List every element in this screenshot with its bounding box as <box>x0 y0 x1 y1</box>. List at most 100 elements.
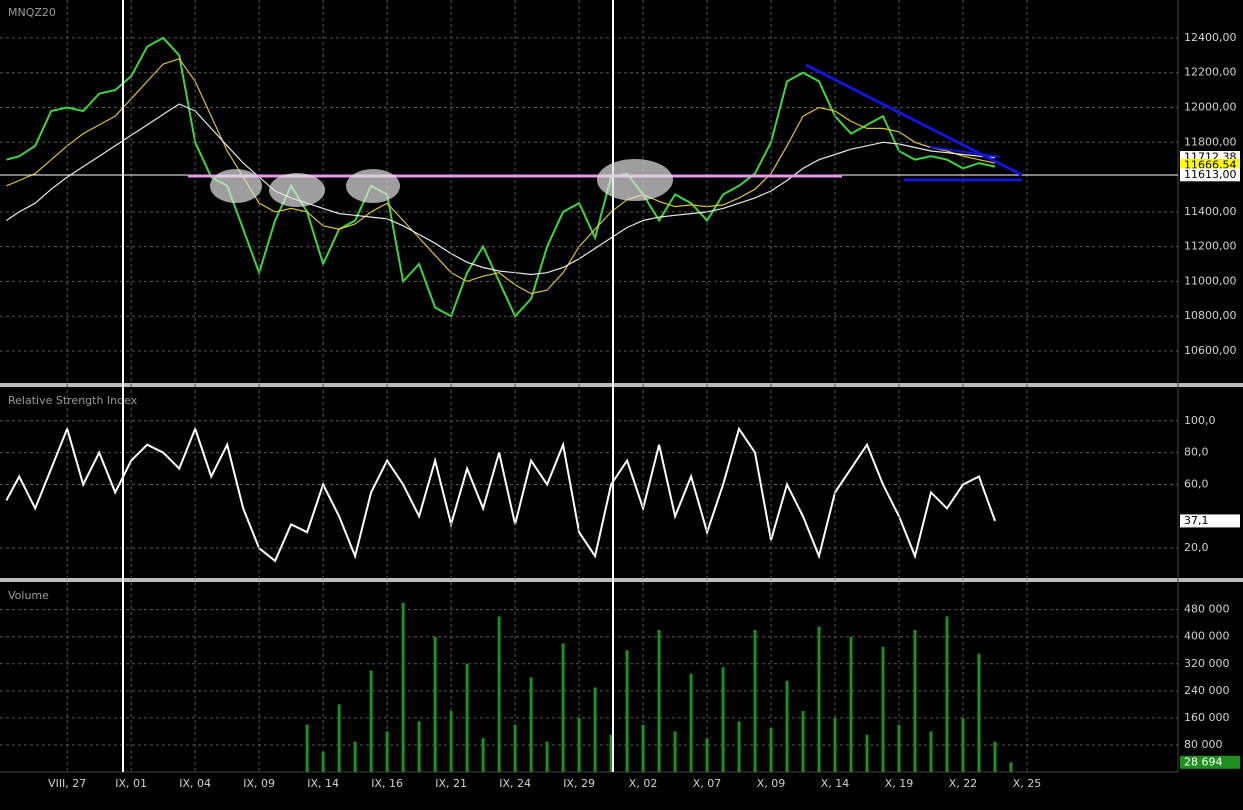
volume-bar <box>833 717 837 772</box>
volume-bar <box>401 602 405 772</box>
value-marker <box>1180 514 1240 528</box>
value-marker-label: 28 694 <box>1184 755 1223 768</box>
x-tick-label: IX, 24 <box>499 777 531 790</box>
y-tick-label: 10800,00 <box>1184 309 1237 322</box>
panel-title: Relative Strength Index <box>8 394 138 407</box>
x-tick-label: IX, 09 <box>243 777 275 790</box>
volume-bar <box>849 636 853 772</box>
volume-bar <box>417 721 421 772</box>
volume-bar <box>881 646 885 772</box>
volume-bar <box>753 629 757 772</box>
series-line <box>6 58 996 295</box>
highlight-ellipse <box>346 169 400 203</box>
volume-bar <box>769 728 773 772</box>
trend-line <box>805 63 1023 177</box>
y-tick-label: 10600,00 <box>1184 344 1237 357</box>
volume-bar <box>513 724 517 772</box>
volume-bar <box>609 734 613 772</box>
x-tick-label: X, 09 <box>757 777 786 790</box>
volume-bar <box>561 643 565 772</box>
volume-bar <box>817 626 821 772</box>
volume-bar <box>625 650 629 772</box>
y-tick-label: 80,0 <box>1184 446 1209 459</box>
y-tick-label: 100,0 <box>1184 414 1216 427</box>
volume-bar <box>865 734 869 772</box>
y-tick-label: 12000,00 <box>1184 100 1237 113</box>
volume-bar <box>385 731 389 772</box>
highlight-ellipse <box>210 169 262 203</box>
x-tick-label: IX, 04 <box>179 777 211 790</box>
volume-bar <box>801 711 805 772</box>
x-tick-label: IX, 21 <box>435 777 467 790</box>
volume-bar <box>737 721 741 772</box>
x-tick-label: IX, 29 <box>563 777 595 790</box>
series-line <box>6 36 996 318</box>
volume-bar <box>433 636 437 772</box>
volume-bar <box>577 717 581 772</box>
volume-bar <box>497 616 501 772</box>
y-tick-label: 480 000 <box>1184 603 1230 616</box>
volume-bar <box>705 738 709 772</box>
volume-bar <box>657 629 661 772</box>
panel-separator <box>0 578 1243 582</box>
y-tick-label: 12400,00 <box>1184 31 1237 44</box>
volume-bar <box>689 673 693 772</box>
x-tick-label: VIII, 27 <box>48 777 86 790</box>
volume-bar <box>305 724 309 772</box>
volume-bar <box>337 704 341 772</box>
volume-bar <box>529 677 533 772</box>
volume-bar <box>465 663 469 772</box>
series-line <box>5 425 996 563</box>
volume-bar <box>929 731 933 772</box>
volume-bar <box>593 687 597 772</box>
x-tick-label: X, 25 <box>1013 777 1042 790</box>
volume-bar <box>545 741 549 772</box>
y-tick-label: 11400,00 <box>1184 205 1237 218</box>
volume-bar <box>977 653 981 772</box>
value-marker-label: 37,1 <box>1184 514 1209 527</box>
volume-bar <box>1009 762 1013 772</box>
value-marker-label: 11613,00 <box>1184 168 1237 181</box>
y-tick-label: 20,0 <box>1184 541 1209 554</box>
series-line <box>6 103 996 276</box>
x-tick-label: X, 07 <box>693 777 722 790</box>
volume-bar <box>353 741 357 772</box>
volume-bar <box>449 711 453 772</box>
panel-title: Volume <box>8 589 49 602</box>
trend-line <box>929 146 1001 158</box>
y-tick-label: 80 000 <box>1184 738 1223 751</box>
x-tick-label: IX, 16 <box>371 777 403 790</box>
y-tick-label: 320 000 <box>1184 657 1230 670</box>
x-tick-label: IX, 14 <box>307 777 339 790</box>
volume-bar <box>481 738 485 772</box>
value-marker <box>1180 168 1240 182</box>
volume-bar <box>897 724 901 772</box>
panel-separator <box>0 383 1243 387</box>
panel-title: MNQZ20 <box>8 6 56 19</box>
volume-bar <box>321 751 325 772</box>
highlight-ellipse <box>597 159 673 201</box>
volume-bar <box>913 629 917 772</box>
y-tick-label: 11200,00 <box>1184 240 1237 253</box>
value-marker-label: 11666,54 <box>1184 158 1237 171</box>
highlight-ellipse <box>269 173 325 207</box>
volume-bar <box>673 731 677 772</box>
y-tick-label: 240 000 <box>1184 684 1230 697</box>
x-tick-label: X, 14 <box>821 777 850 790</box>
y-tick-label: 11800,00 <box>1184 135 1237 148</box>
y-tick-label: 60,0 <box>1184 477 1209 490</box>
volume-bar <box>641 724 645 772</box>
value-marker <box>1180 755 1240 769</box>
volume-bar <box>369 670 373 772</box>
x-tick-label: IX, 01 <box>115 777 147 790</box>
y-tick-label: 12200,00 <box>1184 66 1237 79</box>
volume-bar <box>961 717 965 772</box>
x-tick-label: X, 22 <box>949 777 978 790</box>
volume-bar <box>785 680 789 772</box>
x-tick-label: X, 19 <box>885 777 914 790</box>
volume-bar <box>945 616 949 772</box>
volume-bar <box>721 667 725 772</box>
y-tick-label: 11000,00 <box>1184 274 1237 287</box>
